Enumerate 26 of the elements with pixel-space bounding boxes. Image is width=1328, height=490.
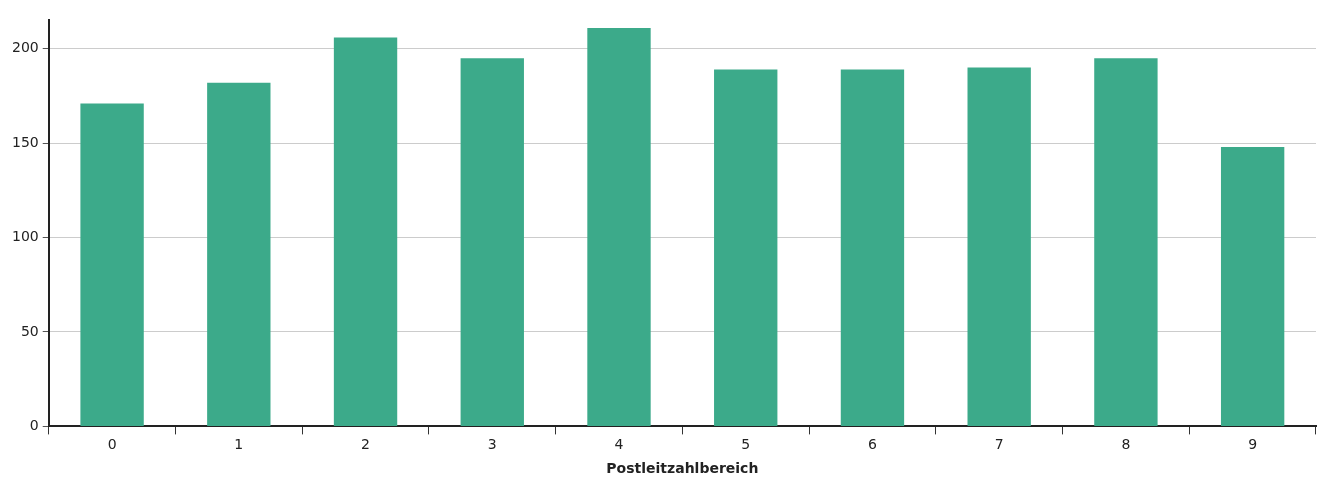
bar [587, 27, 651, 426]
x-tick-label: 5 [741, 436, 751, 453]
x-tick-label: 6 [867, 436, 877, 453]
bar [1094, 58, 1158, 426]
y-tick-label: 50 [20, 322, 39, 339]
bar [714, 69, 778, 426]
x-tick-label: 0 [107, 436, 117, 453]
y-tick-label: 200 [11, 39, 39, 56]
bar [207, 82, 271, 426]
x-tick-label: 1 [234, 436, 244, 453]
x-tick-label: 8 [1121, 436, 1131, 453]
bar [1220, 146, 1285, 426]
bar [967, 67, 1031, 426]
y-tick-label: 100 [11, 228, 39, 245]
x-axis-title: Postleitzahlbereich [606, 460, 759, 477]
x-tick-label: 4 [614, 436, 624, 453]
x-tick-label: 3 [487, 436, 497, 453]
bar [460, 58, 524, 426]
bar [333, 37, 398, 426]
x-tick-label: 9 [1248, 436, 1258, 453]
x-tick-label: 7 [994, 436, 1004, 453]
bar [840, 69, 905, 426]
x-tick-label: 2 [361, 436, 370, 453]
bar [80, 103, 144, 426]
y-tick-label: 150 [11, 133, 39, 150]
y-tick-label: 0 [29, 417, 39, 434]
